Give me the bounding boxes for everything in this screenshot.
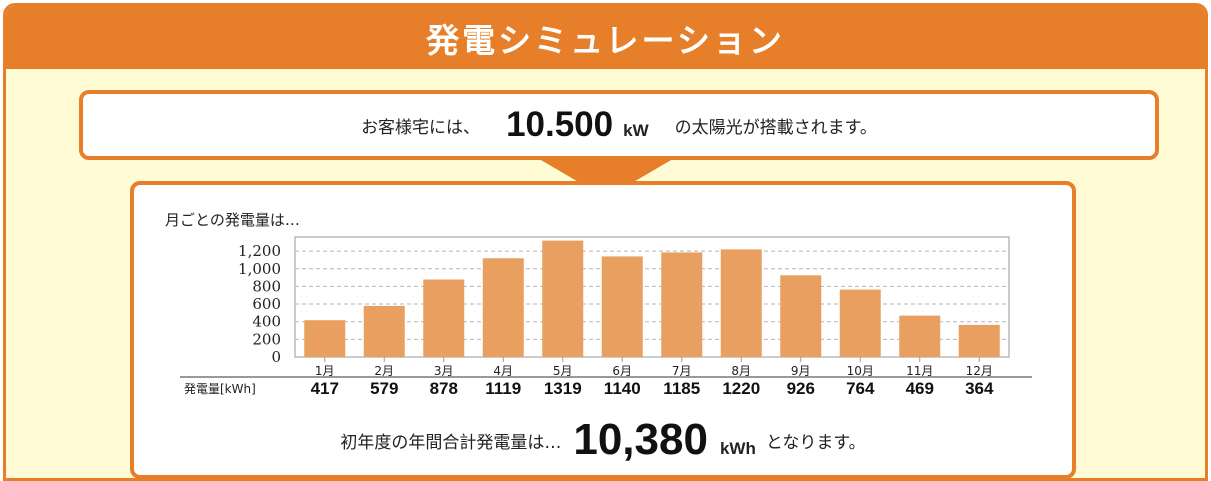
bar bbox=[601, 256, 643, 357]
data-label: 469 bbox=[906, 379, 934, 398]
data-label: 579 bbox=[370, 379, 398, 398]
bar bbox=[839, 289, 881, 357]
bar bbox=[423, 279, 465, 357]
x-tick-label: 8月 bbox=[731, 364, 751, 378]
data-label: 764 bbox=[846, 379, 875, 398]
bar bbox=[542, 240, 584, 357]
x-tick-label: 4月 bbox=[493, 364, 513, 378]
x-tick-label: 1月 bbox=[315, 364, 335, 378]
x-tick-label: 11月 bbox=[906, 364, 933, 378]
capacity-unit: kW bbox=[623, 121, 649, 140]
data-label: 364 bbox=[965, 379, 994, 398]
x-tick-label: 10月 bbox=[847, 364, 874, 378]
data-label: 1140 bbox=[604, 379, 641, 398]
capacity-suffix: の太陽光が搭載されます。 bbox=[674, 117, 877, 138]
bar bbox=[304, 320, 346, 357]
data-label: 1220 bbox=[722, 379, 760, 398]
data-label: 1185 bbox=[663, 379, 700, 398]
y-tick-label: 800 bbox=[252, 277, 281, 295]
bar bbox=[958, 324, 1000, 357]
x-tick-label: 3月 bbox=[434, 364, 454, 378]
data-label: 417 bbox=[311, 379, 339, 398]
annual-total-row: 初年度の年間合計発電量は… 10,380 kWh となります。 bbox=[134, 411, 1072, 469]
monthly-result-box: 月ごとの発電量は… 0 200 400 600 800 1,000 1,200 1月 417 2月… bbox=[130, 181, 1076, 478]
y-tick-label: 200 bbox=[252, 330, 281, 348]
annual-prefix: 初年度の年間合計発電量は… bbox=[340, 432, 562, 453]
data-label: 926 bbox=[787, 379, 815, 398]
bar bbox=[363, 305, 405, 357]
page-title: 発電シミュレーション bbox=[426, 20, 785, 60]
x-tick-label: 2月 bbox=[374, 364, 394, 378]
capacity-prefix: お客様宅には、 bbox=[361, 117, 481, 138]
y-tick-label: 0 bbox=[271, 348, 281, 366]
data-label: 1119 bbox=[485, 379, 521, 398]
down-arrow-icon bbox=[534, 156, 678, 198]
y-tick-label: 600 bbox=[252, 295, 281, 313]
bar bbox=[661, 252, 703, 357]
plot-frame bbox=[294, 236, 1010, 358]
x-tick-label: 12月 bbox=[966, 364, 993, 378]
monthly-label: 月ごとの発電量は… bbox=[165, 211, 300, 229]
bar bbox=[780, 275, 822, 357]
x-tick-label: 7月 bbox=[672, 364, 692, 378]
data-label: 1319 bbox=[544, 379, 582, 398]
bar bbox=[482, 258, 524, 357]
x-tick-label: 6月 bbox=[612, 364, 632, 378]
annual-value: 10,380 bbox=[573, 415, 708, 464]
capacity-box: お客様宅には、 10.500 kW の太陽光が搭載されます。 bbox=[79, 90, 1159, 160]
header-bar: 発電シミュレーション bbox=[6, 6, 1205, 69]
annual-unit: kWh bbox=[719, 439, 756, 458]
x-tick-label: 5月 bbox=[553, 364, 573, 378]
y-tick-label: 400 bbox=[252, 313, 281, 331]
data-label: 878 bbox=[430, 379, 458, 398]
y-tick-label: 1,000 bbox=[238, 260, 281, 278]
annual-suffix: となります。 bbox=[765, 432, 866, 453]
y-tick-label: 1,200 bbox=[238, 242, 281, 260]
bar bbox=[720, 249, 762, 357]
x-tick-label: 9月 bbox=[791, 364, 811, 378]
capacity-value: 10.500 bbox=[506, 105, 614, 144]
value-row-label: 発電量[kWh] bbox=[184, 382, 256, 396]
simulation-panel: 発電シミュレーション お客様宅には、 10.500 kW の太陽光が搭載されます… bbox=[3, 3, 1208, 481]
bar bbox=[899, 315, 941, 357]
